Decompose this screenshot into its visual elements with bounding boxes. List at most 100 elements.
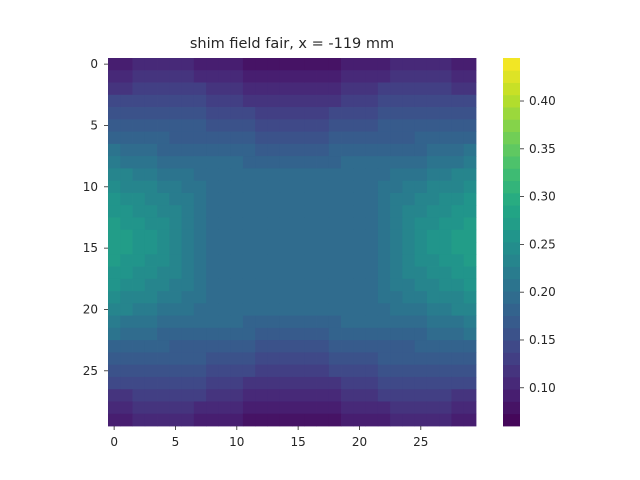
heatmap-cell: [218, 131, 232, 145]
heatmap-cell: [132, 376, 146, 390]
heatmap-cell: [169, 352, 182, 366]
colorbar-segment: [503, 143, 520, 157]
heatmap-cell: [292, 205, 305, 218]
heatmap-cell: [120, 352, 133, 366]
heatmap-cell: [230, 217, 244, 231]
heatmap-cell: [132, 58, 146, 71]
heatmap-cell: [144, 168, 158, 182]
heatmap-cell: [108, 131, 121, 145]
heatmap-cell: [390, 413, 403, 427]
heatmap-cell: [181, 376, 195, 390]
heatmap-cell: [108, 327, 121, 341]
heatmap-cell: [402, 229, 416, 243]
x-tick-label: 10: [229, 435, 244, 449]
heatmap-cell: [157, 119, 170, 132]
heatmap-cell: [353, 401, 366, 415]
heatmap-cell: [439, 143, 452, 157]
heatmap-cell: [144, 180, 158, 194]
heatmap-cell: [132, 327, 146, 341]
heatmap-cell: [193, 303, 207, 316]
heatmap-cell: [181, 205, 195, 218]
heatmap-cell: [144, 389, 158, 402]
heatmap-cell: [279, 131, 293, 145]
heatmap-cell: [439, 217, 452, 231]
heatmap-cell: [242, 180, 256, 194]
heatmap-cell: [439, 254, 452, 267]
colorbar-segment: [503, 303, 520, 316]
heatmap-cell: [292, 401, 305, 415]
heatmap-cell: [218, 278, 232, 292]
heatmap-cell: [120, 143, 133, 157]
heatmap-cell: [365, 82, 379, 96]
heatmap-cell: [181, 266, 195, 280]
heatmap-cell: [439, 413, 452, 427]
heatmap-cell: [157, 401, 170, 415]
x-tick-label: 5: [172, 435, 180, 449]
heatmap-cell: [144, 70, 158, 83]
heatmap-cell: [230, 192, 244, 206]
heatmap-cell: [267, 315, 281, 329]
heatmap-cell: [353, 340, 366, 353]
colorbar-segment: [503, 94, 520, 108]
heatmap-cell: [120, 327, 133, 341]
heatmap-cell: [242, 94, 256, 108]
heatmap-cell: [279, 107, 293, 120]
heatmap-cell: [426, 254, 440, 267]
heatmap-cell: [414, 143, 428, 157]
heatmap-cell: [304, 278, 317, 292]
heatmap-cell: [108, 70, 121, 83]
heatmap-cell: [304, 156, 317, 169]
heatmap-cell: [144, 401, 158, 415]
heatmap-cell: [169, 413, 182, 427]
heatmap-cell: [451, 242, 465, 255]
heatmap-cell: [193, 229, 207, 243]
heatmap-cell: [120, 119, 133, 132]
heatmap-cell: [193, 205, 207, 218]
heatmap-cell: [377, 278, 391, 292]
heatmap-cell: [304, 205, 317, 218]
heatmap-cell: [120, 242, 133, 255]
heatmap-cell: [267, 94, 281, 108]
heatmap-cell: [426, 327, 440, 341]
heatmap-cell: [181, 352, 195, 366]
heatmap-cell: [206, 82, 219, 96]
heatmap-cell: [279, 303, 293, 316]
heatmap-cell: [353, 278, 366, 292]
heatmap-cell: [341, 389, 354, 402]
heatmap-cell: [365, 180, 379, 194]
heatmap-cell: [230, 70, 244, 83]
heatmap-cell: [242, 168, 256, 182]
heatmap-cell: [328, 315, 342, 329]
heatmap-cell: [230, 278, 244, 292]
heatmap-cell: [132, 364, 146, 378]
heatmap-cell: [267, 291, 281, 304]
heatmap-cell: [451, 364, 465, 378]
heatmap-cell: [328, 168, 342, 182]
heatmap-cell: [316, 389, 330, 402]
heatmap-cell: [108, 303, 121, 316]
heatmap-cell: [353, 303, 366, 316]
x-tick-label: 25: [413, 435, 428, 449]
heatmap-cell: [242, 254, 256, 267]
heatmap-cell: [316, 168, 330, 182]
heatmap-cell: [377, 254, 391, 267]
heatmap-cell: [390, 254, 403, 267]
heatmap-cell: [377, 192, 391, 206]
heatmap-cell: [279, 254, 293, 267]
heatmap-cell: [402, 70, 416, 83]
heatmap-cell: [169, 217, 182, 231]
heatmap-cell: [341, 143, 354, 157]
heatmap-cell: [377, 143, 391, 157]
heatmap-cell: [341, 327, 354, 341]
heatmap-cell: [193, 254, 207, 267]
heatmap-cell: [267, 242, 281, 255]
heatmap-cell: [328, 107, 342, 120]
heatmap-cell: [390, 94, 403, 108]
heatmap-cell: [230, 107, 244, 120]
heatmap-cell: [426, 389, 440, 402]
heatmap-cell: [426, 107, 440, 120]
heatmap-cell: [341, 401, 354, 415]
heatmap-cell: [439, 340, 452, 353]
heatmap-cell: [279, 180, 293, 194]
heatmap-cell: [304, 192, 317, 206]
